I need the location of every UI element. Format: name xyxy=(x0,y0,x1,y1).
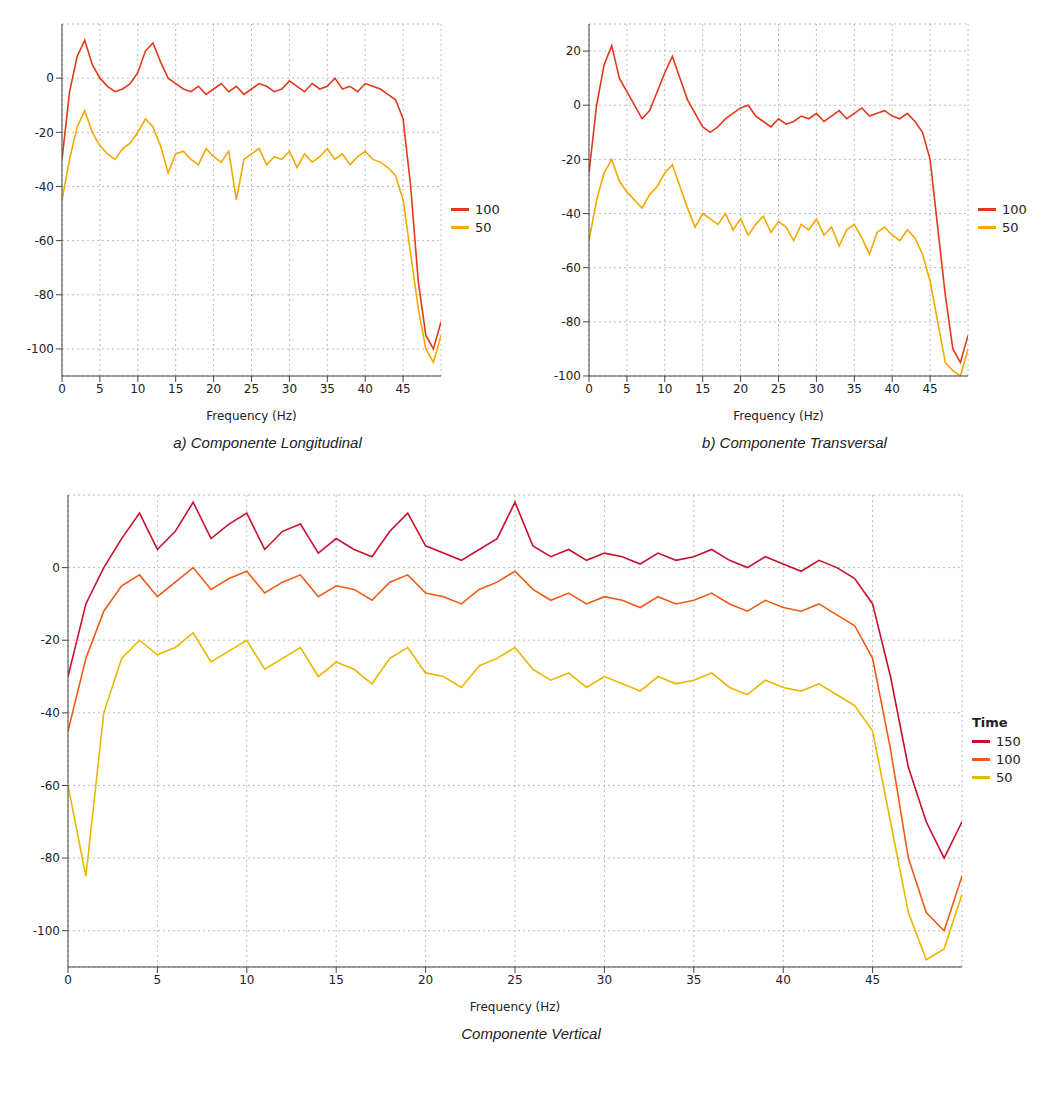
html-text:50: 50 xyxy=(475,220,492,235)
svg-text:Frequency (Hz): Frequency (Hz) xyxy=(470,1000,561,1014)
svg-text:-100: -100 xyxy=(27,342,54,356)
html-text:b) Componente Transversal: b) Componente Transversal xyxy=(702,434,887,451)
svg-text:0: 0 xyxy=(46,71,54,85)
svg-text:5: 5 xyxy=(154,973,162,987)
html-text:50: 50 xyxy=(996,769,1013,785)
svg-text:-40: -40 xyxy=(561,207,581,221)
svg-text:0: 0 xyxy=(58,382,66,396)
svg-text:10: 10 xyxy=(130,382,145,396)
svg-text:-100: -100 xyxy=(554,369,581,383)
svg-text:20: 20 xyxy=(418,973,433,987)
svg-text:-20: -20 xyxy=(561,153,581,167)
svg-text:0: 0 xyxy=(573,98,581,112)
svg-text:0: 0 xyxy=(52,561,60,575)
svg-text:-60: -60 xyxy=(561,261,581,275)
svg-text:0: 0 xyxy=(64,973,72,987)
svg-text:30: 30 xyxy=(809,382,824,396)
svg-text:Frequency (Hz): Frequency (Hz) xyxy=(733,409,824,423)
html-text:150: 150 xyxy=(996,733,1021,749)
svg-text:15: 15 xyxy=(695,382,710,396)
svg-text:-20: -20 xyxy=(34,126,54,140)
svg-text:Frequency (Hz): Frequency (Hz) xyxy=(206,409,297,423)
svg-text:-60: -60 xyxy=(34,234,54,248)
html-text:100: 100 xyxy=(996,751,1021,767)
svg-text:35: 35 xyxy=(847,382,862,396)
svg-text:-20: -20 xyxy=(40,633,60,647)
svg-text:15: 15 xyxy=(329,973,344,987)
svg-text:40: 40 xyxy=(358,382,373,396)
html-text:Componente Vertical: Componente Vertical xyxy=(461,1025,601,1042)
svg-text:-80: -80 xyxy=(561,315,581,329)
svg-text:15: 15 xyxy=(168,382,183,396)
svg-text:35: 35 xyxy=(320,382,335,396)
svg-text:45: 45 xyxy=(865,973,880,987)
svg-text:35: 35 xyxy=(686,973,701,987)
svg-text:-100: -100 xyxy=(33,924,60,938)
svg-text:40: 40 xyxy=(776,973,791,987)
html-text:a) Componente Longitudinal: a) Componente Longitudinal xyxy=(173,434,362,451)
svg-text:25: 25 xyxy=(771,382,786,396)
svg-text:10: 10 xyxy=(657,382,672,396)
html-text:50: 50 xyxy=(1002,220,1019,235)
svg-text:-40: -40 xyxy=(34,180,54,194)
svg-text:-80: -80 xyxy=(40,851,60,865)
svg-text:-80: -80 xyxy=(34,288,54,302)
html-text:100: 100 xyxy=(475,202,500,217)
svg-text:5: 5 xyxy=(96,382,104,396)
svg-text:10: 10 xyxy=(239,973,254,987)
svg-text:25: 25 xyxy=(244,382,259,396)
svg-text:5: 5 xyxy=(623,382,631,396)
svg-text:-40: -40 xyxy=(40,706,60,720)
svg-text:20: 20 xyxy=(566,44,581,58)
svg-text:0: 0 xyxy=(585,382,593,396)
svg-text:30: 30 xyxy=(282,382,297,396)
svg-text:30: 30 xyxy=(597,973,612,987)
svg-text:25: 25 xyxy=(507,973,522,987)
html-text:100: 100 xyxy=(1002,202,1027,217)
svg-text:40: 40 xyxy=(885,382,900,396)
svg-text:45: 45 xyxy=(922,382,937,396)
svg-text:20: 20 xyxy=(733,382,748,396)
svg-text:20: 20 xyxy=(206,382,221,396)
svg-text:45: 45 xyxy=(395,382,410,396)
svg-text:-60: -60 xyxy=(40,779,60,793)
html-text:Time: Time xyxy=(972,714,1008,730)
